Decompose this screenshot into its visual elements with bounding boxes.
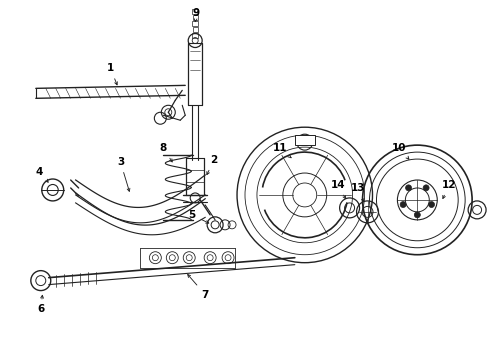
Bar	[295, 135, 315, 145]
Text: 5: 5	[189, 210, 209, 223]
Bar	[192, 9, 198, 14]
Circle shape	[415, 212, 420, 218]
Circle shape	[429, 202, 435, 207]
Text: 7: 7	[188, 275, 209, 300]
Text: 3: 3	[117, 157, 130, 191]
Bar	[193, 27, 198, 32]
Circle shape	[423, 185, 429, 191]
Circle shape	[400, 202, 406, 207]
Text: 14: 14	[330, 180, 345, 199]
Text: 4: 4	[35, 167, 48, 182]
Text: 13: 13	[350, 183, 365, 202]
Bar	[192, 32, 198, 37]
Text: 12: 12	[442, 180, 457, 198]
Text: 10: 10	[392, 143, 409, 159]
Text: 9: 9	[193, 8, 200, 22]
Circle shape	[406, 185, 412, 191]
Text: 6: 6	[37, 295, 45, 315]
Text: 1: 1	[107, 63, 117, 85]
Bar	[192, 21, 198, 26]
Text: 11: 11	[272, 143, 291, 158]
Text: 2: 2	[207, 155, 218, 175]
Bar	[193, 15, 198, 20]
Text: 8: 8	[160, 143, 172, 162]
